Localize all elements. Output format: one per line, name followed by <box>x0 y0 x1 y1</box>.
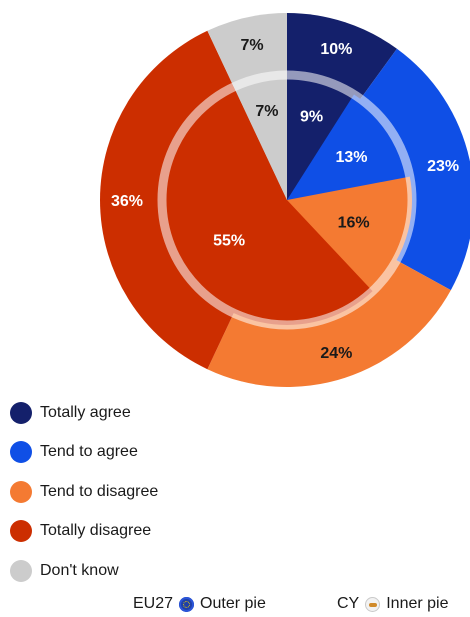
outer-slice-label-1: 10% <box>320 41 352 58</box>
footer-inner-label: Inner pie <box>386 595 449 612</box>
eu-flag-icon <box>179 596 195 612</box>
pie-chart: 10% 23% 24% 36% 7% 9% 13% 16% 55% 7% <box>100 13 470 387</box>
outer-slice-label-5: 7% <box>241 37 264 54</box>
outer-slice-label-2: 23% <box>427 158 459 175</box>
inner-slice-label-3: 16% <box>338 215 370 232</box>
legend-swatch <box>10 480 32 503</box>
slice-labels: 10% 23% 24% 36% 7% 9% 13% 16% 55% 7% <box>111 37 459 362</box>
legend-label: Totally disagree <box>40 522 152 540</box>
inner-slice-label-2: 13% <box>335 149 367 166</box>
footer-inner-pie-key: CY Inner pie <box>337 595 449 613</box>
outer-slice-label-4: 36% <box>111 193 143 210</box>
legend: Totally agree Tend to agree Tend to disa… <box>10 393 158 591</box>
footer-inner-country: CY <box>337 595 360 612</box>
inner-slice-label-4: 55% <box>213 232 245 249</box>
legend-label: Tend to disagree <box>40 482 159 500</box>
legend-swatch <box>10 559 32 582</box>
legend-item-totally-agree: Totally agree <box>10 393 158 433</box>
cyprus-flag-icon <box>365 596 381 612</box>
footer-outer-pie-key: EU27 Outer pie <box>133 595 266 613</box>
footer-outer-label: Outer pie <box>200 595 266 612</box>
legend-swatch <box>10 520 32 543</box>
inner-slice-1 <box>287 75 354 200</box>
legend-label: Don't know <box>40 561 119 579</box>
legend-swatch <box>10 401 32 424</box>
legend-item-tend-to-agree: Tend to agree <box>10 433 158 473</box>
legend-item-totally-disagree: Totally disagree <box>10 512 158 552</box>
legend-item-dont-know: Don't know <box>10 551 158 591</box>
inner-slice-label-1: 9% <box>300 109 323 126</box>
legend-item-tend-to-disagree: Tend to disagree <box>10 472 158 512</box>
pie-separator-ring <box>157 70 417 330</box>
legend-label: Totally agree <box>40 403 131 421</box>
legend-swatch <box>10 441 32 464</box>
inner-slice-4 <box>161 86 373 326</box>
legend-label: Tend to agree <box>40 443 138 461</box>
outer-slice-label-3: 24% <box>320 345 352 362</box>
inner-slice-3 <box>287 176 413 292</box>
footer-outer-country: EU27 <box>133 595 174 612</box>
inner-slice-label-5: 7% <box>255 103 278 120</box>
inner-slice-5 <box>233 75 287 200</box>
